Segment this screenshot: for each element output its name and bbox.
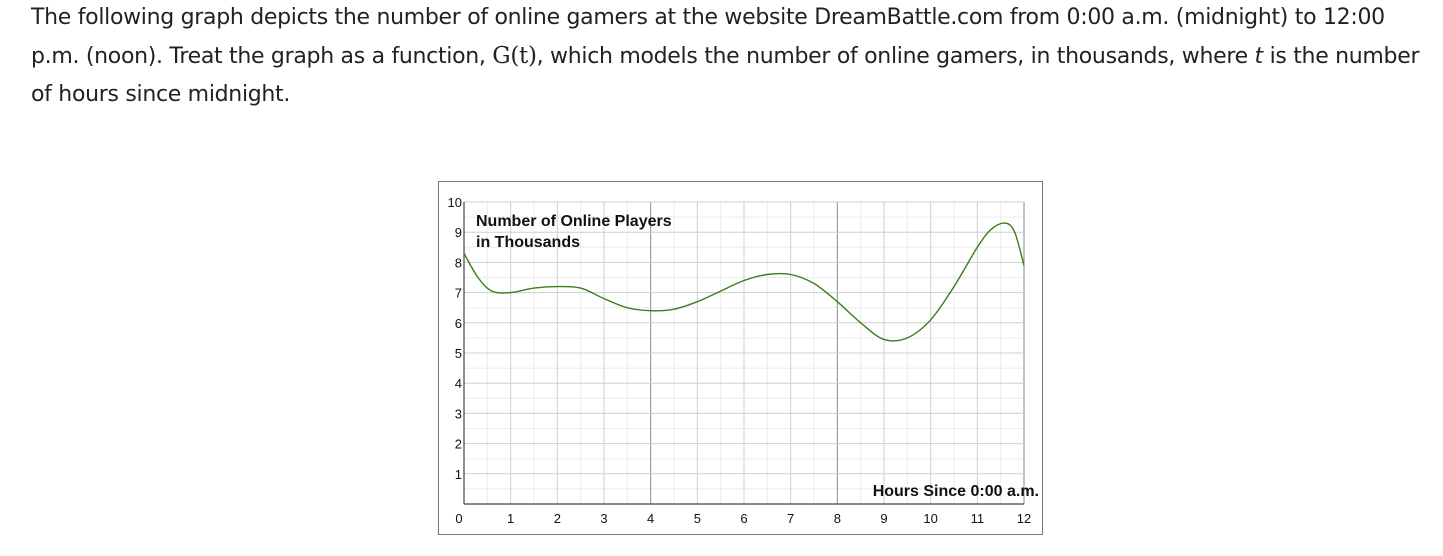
x-tick-label: 4: [647, 511, 654, 526]
y-tick-label: 8: [455, 255, 462, 270]
y-tick-label: 10: [448, 195, 462, 210]
x-tick-label: 0: [455, 511, 462, 526]
problem-text-part3: is the number of hours since midnight.: [31, 44, 1420, 107]
y-tick-label: 9: [455, 225, 462, 240]
axes: [463, 202, 1024, 505]
x-tick-label: 12: [1017, 511, 1031, 526]
series-line: [463, 222, 1025, 342]
x-tick-label: 6: [740, 511, 747, 526]
problem-text-part2: , which models the number of online game…: [536, 44, 1255, 69]
y-tick-label: 5: [455, 346, 462, 361]
x-tick-label: 1: [507, 511, 514, 526]
variable-t: t: [1254, 44, 1264, 69]
xlabel: Hours Since 0:00 a.m.: [873, 483, 1039, 500]
y-tick-label: 7: [455, 286, 462, 301]
function-notation: G(t): [492, 43, 537, 69]
y-tick-label: 6: [455, 316, 462, 331]
x-tick-label: 10: [923, 511, 937, 526]
y-tick-label: 2: [455, 437, 462, 452]
y-tick-label: 4: [455, 376, 462, 391]
y-tick-label: 3: [455, 406, 462, 421]
series-layer: [463, 222, 1025, 342]
ylabel-line-2: in Thousands: [476, 234, 580, 251]
x-tick-label: 11: [971, 511, 985, 526]
problem-text-part1: The following graph depicts the number o…: [31, 5, 1385, 69]
major-grid: [464, 201, 1025, 504]
problem-statement: The following graph depicts the number o…: [31, 0, 1436, 114]
chart-frame: [438, 181, 1043, 535]
x-tick-label: 3: [600, 511, 607, 526]
ylabel-line-1: Number of Online Players: [476, 213, 672, 230]
x-tick-label: 9: [880, 511, 887, 526]
x-tick-label: 2: [554, 511, 561, 526]
y-tick-label: 1: [455, 467, 462, 482]
x-tick-label: 7: [787, 511, 794, 526]
x-tick-label: 5: [694, 511, 701, 526]
x-tick-label: 8: [834, 511, 841, 526]
